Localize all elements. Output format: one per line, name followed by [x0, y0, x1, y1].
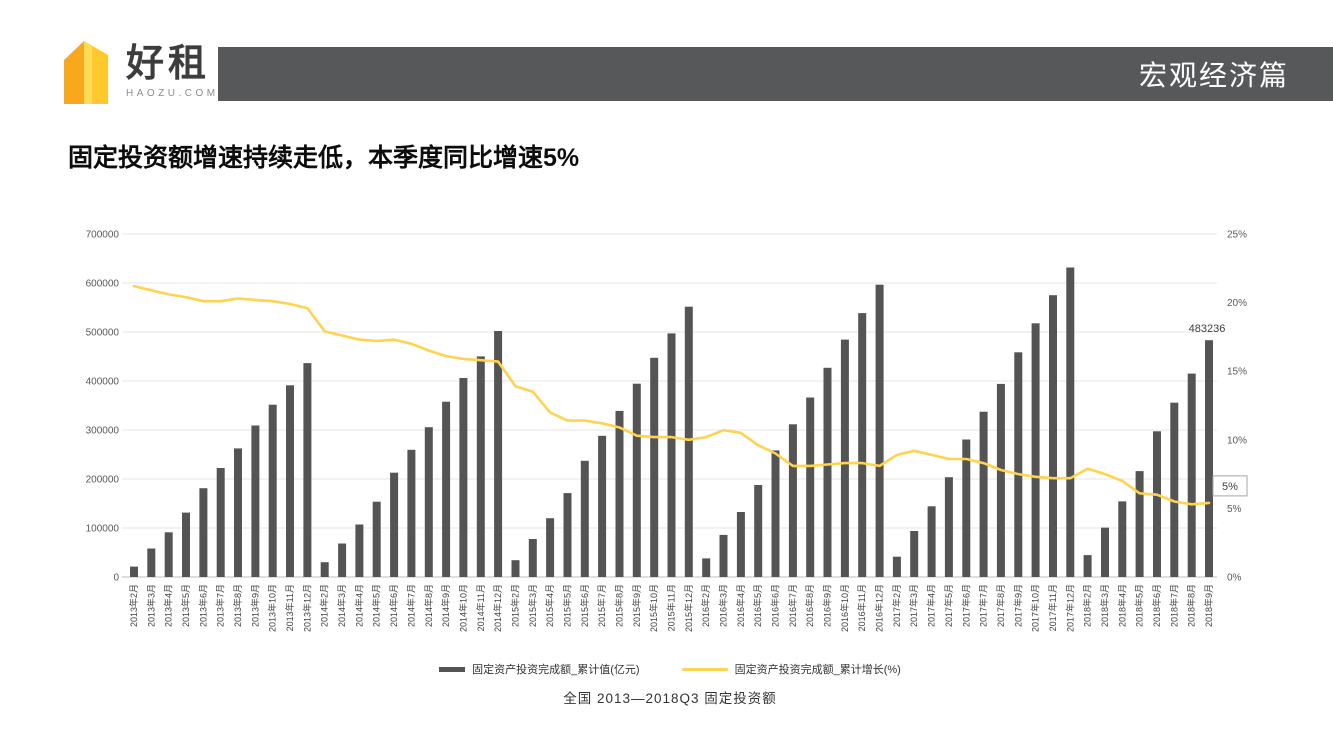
svg-text:2015年8月: 2015年8月: [614, 584, 625, 627]
svg-text:2013年7月: 2013年7月: [215, 584, 226, 627]
svg-text:100000: 100000: [86, 524, 120, 535]
svg-text:2014年7月: 2014年7月: [405, 584, 416, 627]
svg-text:2013年8月: 2013年8月: [232, 584, 243, 627]
svg-text:2017年10月: 2017年10月: [1030, 584, 1041, 632]
svg-text:0%: 0%: [1227, 573, 1242, 584]
combo-chart: 0 100000 200000 300000 400000 500000 600000 700…: [64, 212, 1276, 707]
svg-text:483236: 483236: [1189, 323, 1226, 335]
svg-text:0: 0: [113, 573, 119, 584]
svg-text:2014年3月: 2014年3月: [336, 584, 347, 627]
combo-chart-canvas: 0 100000 200000 300000 400000 500000 600000 700…: [86, 230, 1248, 632]
svg-text:2016年5月: 2016年5月: [752, 584, 763, 627]
svg-text:2015年10月: 2015年10月: [648, 584, 659, 632]
svg-text:2014年4月: 2014年4月: [353, 584, 364, 627]
haozu-logo-icon: [64, 41, 108, 104]
svg-text:2017年4月: 2017年4月: [926, 584, 937, 627]
svg-text:2016年7月: 2016年7月: [787, 584, 798, 627]
svg-text:2013年2月: 2013年2月: [128, 584, 139, 627]
svg-text:2016年6月: 2016年6月: [770, 584, 781, 627]
svg-text:2017年7月: 2017年7月: [978, 584, 989, 627]
svg-text:2013年3月: 2013年3月: [145, 584, 156, 627]
svg-text:2018年6月: 2018年6月: [1151, 584, 1162, 627]
svg-text:2014年8月: 2014年8月: [423, 584, 434, 627]
svg-text:400000: 400000: [86, 377, 120, 388]
svg-text:2017年5月: 2017年5月: [943, 584, 954, 627]
svg-text:500000: 500000: [86, 328, 120, 339]
svg-text:600000: 600000: [86, 279, 120, 290]
svg-text:2015年3月: 2015年3月: [527, 584, 538, 627]
svg-text:2015年5月: 2015年5月: [562, 584, 573, 627]
svg-text:2013年10月: 2013年10月: [267, 584, 278, 632]
svg-text:2014年9月: 2014年9月: [440, 584, 451, 627]
svg-text:2016年2月: 2016年2月: [700, 584, 711, 627]
svg-text:2016年10月: 2016年10月: [839, 584, 850, 632]
bar-series-marker: [439, 666, 466, 672]
svg-text:2015年4月: 2015年4月: [544, 584, 555, 627]
svg-text:2018年2月: 2018年2月: [1082, 584, 1093, 627]
legend-label-line-series: 固定资产投资完成额_累计增长(%): [734, 664, 901, 676]
svg-text:2018年3月: 2018年3月: [1099, 584, 1110, 627]
svg-text:2013年5月: 2013年5月: [180, 584, 191, 627]
svg-text:700000: 700000: [86, 230, 120, 241]
svg-text:2016年11月: 2016年11月: [856, 584, 867, 631]
svg-text:2015年2月: 2015年2月: [510, 584, 521, 627]
svg-text:2014年2月: 2014年2月: [319, 584, 330, 627]
svg-text:2016年12月: 2016年12月: [874, 584, 885, 632]
chart-legend: 固定资产投资完成额_累计值(亿元) 固定资产投资完成额_累计增长(%): [64, 661, 1276, 677]
svg-text:2017年3月: 2017年3月: [908, 584, 919, 627]
svg-text:2013年6月: 2013年6月: [197, 584, 208, 627]
svg-text:2017年12月: 2017年12月: [1064, 584, 1075, 632]
svg-text:2015年6月: 2015年6月: [579, 584, 590, 627]
svg-text:2017年6月: 2017年6月: [960, 584, 971, 627]
svg-text:2017年8月: 2017年8月: [995, 584, 1006, 627]
svg-text:2013年12月: 2013年12月: [301, 584, 312, 632]
svg-text:2018年9月: 2018年9月: [1203, 584, 1214, 627]
svg-text:2013年11月: 2013年11月: [284, 584, 295, 631]
legend-label-bar-series: 固定资产投资完成额_累计值(亿元): [472, 664, 640, 676]
svg-text:2015年7月: 2015年7月: [596, 584, 607, 627]
svg-text:2015年12月: 2015年12月: [683, 584, 694, 632]
svg-text:5%: 5%: [1227, 504, 1242, 515]
svg-text:2015年9月: 2015年9月: [631, 584, 642, 627]
svg-text:2018年7月: 2018年7月: [1168, 584, 1179, 627]
chart-caption: 全国 2013—2018Q3 固定投资额: [563, 691, 777, 706]
svg-text:2016年4月: 2016年4月: [735, 584, 746, 627]
svg-text:10%: 10%: [1227, 435, 1247, 446]
legend-item-line-series: 固定资产投资完成额_累计增长(%): [681, 661, 901, 677]
svg-text:2016年9月: 2016年9月: [822, 584, 833, 627]
svg-text:2017年11月: 2017年11月: [1047, 584, 1058, 631]
svg-text:2014年11月: 2014年11月: [475, 584, 486, 631]
svg-text:2018年8月: 2018年8月: [1186, 584, 1197, 627]
svg-text:20%: 20%: [1227, 298, 1247, 309]
svg-text:2014年10月: 2014年10月: [457, 584, 468, 632]
svg-text:2016年8月: 2016年8月: [804, 584, 815, 627]
brand-subtitle: HAOZU.COM: [126, 87, 219, 99]
banner-title: 宏观经济篇: [1138, 60, 1289, 91]
svg-text:300000: 300000: [86, 426, 120, 437]
svg-text:200000: 200000: [86, 475, 120, 486]
haozu-logo: 好租 HAOZU.COM: [56, 36, 219, 106]
svg-text:15%: 15%: [1227, 367, 1247, 378]
svg-text:2014年12月: 2014年12月: [492, 584, 503, 632]
svg-text:2014年5月: 2014年5月: [371, 584, 382, 627]
svg-text:2015年11月: 2015年11月: [666, 584, 677, 631]
brand-name: 好租: [126, 43, 211, 85]
svg-text:25%: 25%: [1227, 230, 1247, 241]
svg-text:2014年6月: 2014年6月: [388, 584, 399, 627]
brand-text: 好租 HAOZU.COM: [126, 36, 219, 99]
svg-text:2017年9月: 2017年9月: [1012, 584, 1023, 627]
svg-text:2013年9月: 2013年9月: [249, 584, 260, 627]
legend-item-bar-series: 固定资产投资完成额_累计值(亿元): [439, 661, 640, 677]
svg-text:2018年5月: 2018年5月: [1134, 584, 1145, 627]
svg-text:2013年4月: 2013年4月: [163, 584, 174, 627]
line-series-marker: [681, 667, 728, 671]
svg-text:2017年2月: 2017年2月: [891, 584, 902, 627]
svg-text:5%: 5%: [1222, 481, 1238, 493]
svg-text:2016年3月: 2016年3月: [718, 584, 729, 627]
section-banner: 宏观经济篇: [218, 47, 1333, 101]
page-title: 固定投资额增速持续走低，本季度同比增速5%: [68, 144, 580, 172]
svg-text:2018年4月: 2018年4月: [1116, 584, 1127, 627]
